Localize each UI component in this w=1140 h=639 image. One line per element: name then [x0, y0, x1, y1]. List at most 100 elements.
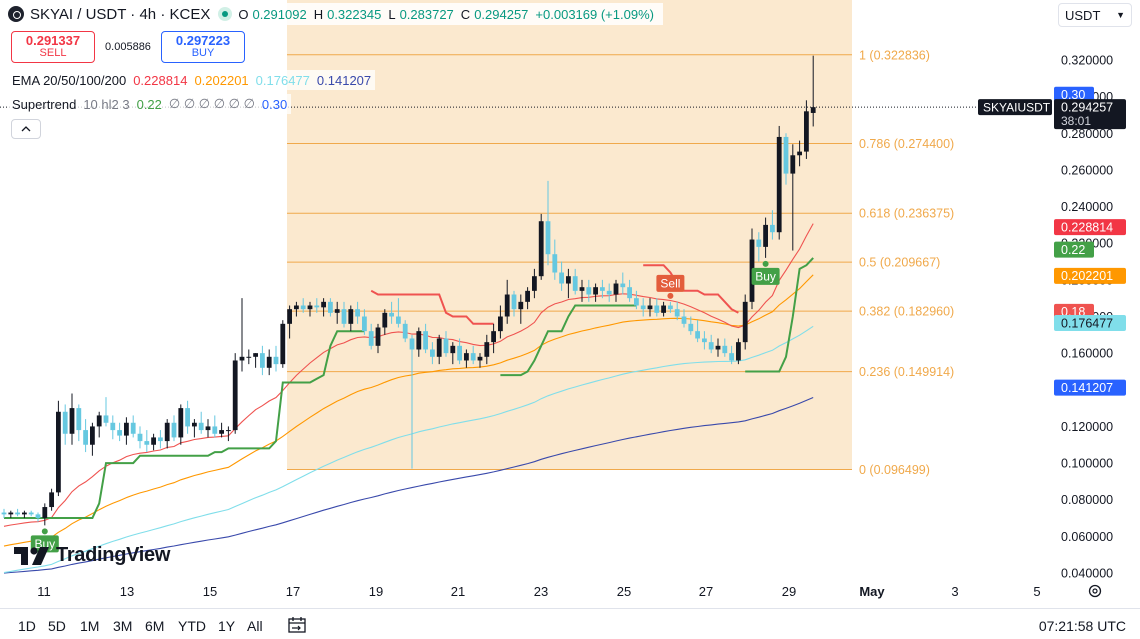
candle-body [1, 512, 7, 515]
spread-value: 0.005886 [105, 41, 151, 53]
price-badge-bg [1054, 99, 1126, 130]
fib-level-label: 0.618 (0.236375) [859, 207, 954, 221]
supertrend-params: 10 hl2 3 [83, 96, 130, 112]
collapse-legend-button[interactable] [11, 119, 41, 139]
candle-body [212, 426, 218, 434]
candle [246, 349, 252, 365]
price-tick-label: 0.260000 [1061, 163, 1113, 177]
range-all-button[interactable]: All [247, 618, 263, 634]
ema200-line [3, 396, 814, 574]
buy-signal[interactable]: Buy [751, 260, 780, 285]
ema-legend[interactable]: EMA 20/50/100/200 0.228814 0.202201 0.17… [8, 70, 376, 90]
candle [804, 100, 809, 159]
candle [389, 301, 394, 324]
time-tick-label: 13 [120, 584, 134, 599]
candle-body [402, 323, 408, 339]
candle-body [389, 312, 394, 317]
tradingview-logo-icon [14, 546, 49, 565]
candle-body [246, 356, 252, 358]
range-1d-button[interactable]: 1D [18, 618, 36, 634]
candle-body [396, 316, 401, 324]
range-ytd-button[interactable]: YTD [178, 618, 206, 634]
candle-body [708, 342, 714, 350]
candle [253, 353, 258, 368]
candle-body [273, 356, 279, 365]
candle [545, 180, 551, 266]
candle [776, 125, 782, 240]
candle [314, 298, 320, 313]
range-1m-button[interactable]: 1M [80, 618, 100, 634]
candle [708, 334, 714, 354]
ohlc-open-value: 0.291092 [252, 6, 307, 22]
candle-body [450, 345, 456, 354]
sell-signal[interactable]: Sell [656, 274, 685, 299]
price-badge-text: 0.294257 [1061, 100, 1113, 114]
tradingview-logo[interactable]: TradingView [14, 544, 170, 567]
axis-settings-icon[interactable] [1088, 584, 1102, 598]
candle [606, 283, 612, 302]
candle [559, 261, 564, 291]
candle [810, 55, 816, 127]
candle [192, 419, 197, 438]
fib-level-label: 0.5 (0.209667) [859, 256, 940, 270]
candle [396, 298, 401, 328]
supertrend-legend[interactable]: Supertrend 10 hl2 3 0.22 ∅ ∅ ∅ ∅ ∅ ∅ 0.3… [8, 94, 292, 114]
candle [164, 419, 170, 449]
currency-select[interactable]: USDT ▼ [1058, 3, 1132, 27]
candle-body [776, 136, 782, 233]
candle-body [688, 323, 694, 332]
range-3m-button[interactable]: 3M [113, 618, 133, 634]
symbol-title[interactable]: SKYAI / USDT · 4h · KCEX [30, 5, 211, 23]
candle-body [702, 338, 707, 343]
candle [647, 298, 653, 317]
candle-body [729, 353, 734, 361]
gear-center [1092, 588, 1098, 594]
time-tick-label: 21 [451, 584, 465, 599]
candle-body [518, 301, 524, 310]
candle [661, 301, 666, 317]
candle [117, 422, 122, 442]
ohlc-low-key: L [388, 6, 396, 22]
clock-time[interactable]: 07:21:58 UTC [1038, 618, 1126, 634]
price-axis-badge: 0.22 [1054, 241, 1094, 258]
countdown-text: 38:01 [1061, 114, 1091, 128]
candle-body [192, 422, 197, 427]
candle-body [484, 342, 490, 357]
range-1y-button[interactable]: 1Y [218, 618, 236, 634]
badge-text: 0.141207 [1061, 381, 1113, 395]
candle-body [498, 316, 503, 332]
candle-body [368, 331, 374, 346]
candle-body [90, 426, 95, 445]
candle-body [362, 316, 367, 332]
candle-body [76, 408, 82, 431]
candle-body [185, 408, 190, 427]
candle [736, 338, 741, 365]
candle-body [239, 356, 245, 361]
candle-body [375, 327, 381, 346]
candle [600, 279, 605, 299]
candle-body [110, 422, 116, 431]
buy-button[interactable]: 0.297223 BUY [161, 31, 245, 63]
candle [525, 287, 530, 310]
range-6m-button[interactable]: 6M [145, 618, 165, 634]
candle [729, 345, 734, 365]
signal-dot [667, 292, 674, 299]
candle [198, 411, 204, 434]
date-range-icon[interactable] [287, 616, 307, 634]
supertrend-down-line [643, 264, 739, 314]
candle [436, 334, 442, 365]
candle [457, 338, 462, 365]
candle [613, 279, 619, 302]
badge-text: 0.228814 [1061, 220, 1113, 234]
range-5d-button[interactable]: 5D [48, 618, 66, 634]
price-axis-badge: 0.176477 [1054, 314, 1126, 331]
candle-body [321, 301, 326, 308]
sell-button[interactable]: 0.291337 SELL [11, 31, 95, 63]
candle-body [151, 437, 156, 445]
ema20-value: 0.228814 [133, 72, 188, 88]
candle-body [593, 287, 598, 295]
candle-body [464, 353, 469, 361]
candle-body [613, 283, 619, 295]
candle [158, 430, 163, 449]
